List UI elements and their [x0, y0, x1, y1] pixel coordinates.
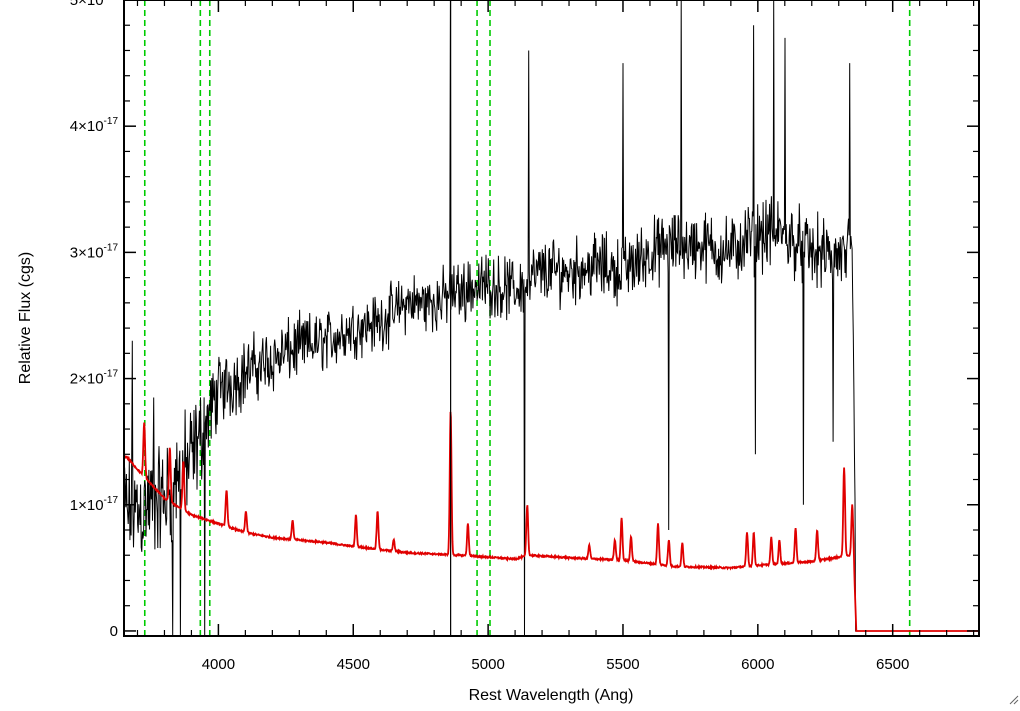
y-tick-exponent: -17: [104, 495, 119, 506]
x-tick-label: 5000: [471, 656, 504, 673]
x-tick-label: 6500: [876, 656, 909, 673]
axes-frame: [123, 0, 980, 637]
y-tick-label: 2×10-17: [70, 369, 119, 388]
y-tick-label: 4×10-17: [70, 116, 119, 135]
x-tick-label: 5500: [606, 656, 639, 673]
y-tick-exponent: -17: [104, 0, 119, 1]
x-tick-label: 6000: [741, 656, 774, 673]
plot-frame: [123, 0, 980, 637]
y-tick-label: 5×10-17: [70, 0, 119, 9]
resize-grip-icon[interactable]: [1009, 695, 1019, 705]
series-model-line: [124, 411, 979, 632]
y-tick-label: 0: [110, 623, 118, 640]
y-tick-mantissa: 1×10: [70, 497, 104, 514]
x-axis-label: Rest Wavelength (Ang): [469, 687, 634, 704]
y-tick-mantissa: 4×10: [70, 118, 104, 135]
y-tick-label: 3×10-17: [70, 242, 119, 261]
series-observed-line: [124, 0, 979, 636]
y-tick-mantissa: 3×10: [70, 244, 104, 261]
y-tick-mantissa: 2×10: [70, 371, 104, 388]
x-tick-label: 4000: [202, 656, 235, 673]
series-group: [124, 0, 979, 636]
x-tick-label: 4500: [337, 656, 370, 673]
y-axis-label: Relative Flux (cgs): [17, 252, 34, 384]
y-tick-exponent: -17: [104, 369, 119, 380]
y-tick-exponent: -17: [104, 116, 119, 127]
y-tick-mantissa: 0: [110, 623, 118, 640]
y-tick-exponent: -17: [104, 242, 119, 253]
y-tick-label: 1×10-17: [70, 495, 119, 514]
reference-lines: [143, 0, 911, 636]
ticks: 4000 4500 5000 5500 6000 650001×10-172×10-173…: [70, 0, 979, 673]
y-tick-mantissa: 5×10: [70, 0, 104, 9]
